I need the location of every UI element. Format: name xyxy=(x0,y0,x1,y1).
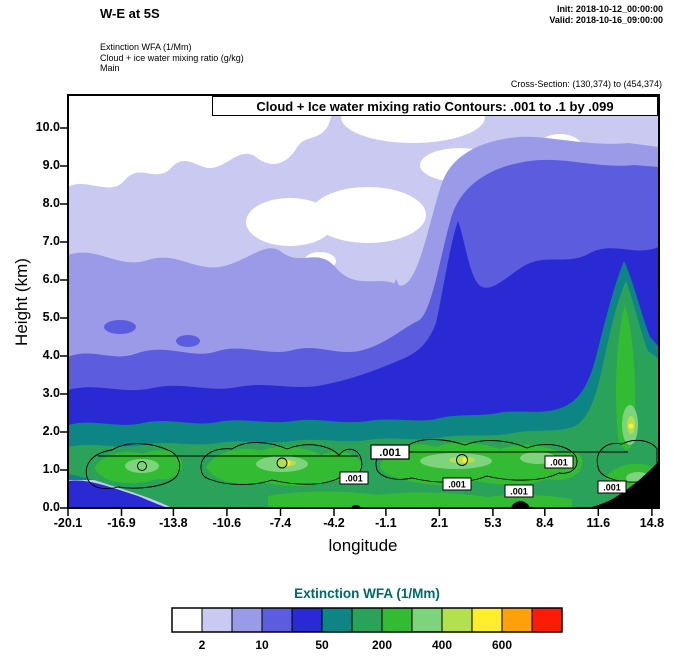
contour-info-box: Cloud + Ice water mixing ratio Contours:… xyxy=(212,96,658,116)
axis-ticks xyxy=(60,127,653,516)
colorbar-tick-label: 200 xyxy=(371,638,393,652)
terrain-fill xyxy=(588,461,659,508)
fill-level-1 xyxy=(310,187,426,243)
run-times: Init: 2018-10-12_00:00:00 Valid: 2018-10… xyxy=(549,4,663,26)
fill-level-8 xyxy=(268,491,572,508)
xtick-label: -16.9 xyxy=(107,516,136,530)
ytick-label: 10.0 xyxy=(35,120,60,134)
fill-level-5 xyxy=(68,221,659,443)
ytick-label: 3.0 xyxy=(42,386,60,400)
xtick-label: -7.4 xyxy=(269,516,292,530)
ytick-label: 9.0 xyxy=(42,158,60,172)
colorbar-tick-label: 400 xyxy=(431,638,453,652)
colorbar: Extinction WFA (1/Mm) xyxy=(171,586,563,633)
colorbar-tick-label: 2 xyxy=(198,638,206,652)
cloud-contour-labels: .001 .001 .001 .001 .001 .001 xyxy=(339,444,627,498)
fill-level-11 xyxy=(628,423,634,429)
ytick-label: 6.0 xyxy=(42,272,60,286)
xtick-label: -4.2 xyxy=(323,516,345,530)
field-list: Extinction WFA (1/Mm) Cloud + ice water … xyxy=(100,42,244,74)
fill-level-10 xyxy=(449,456,475,464)
contour-label: .001 xyxy=(379,447,400,459)
x-axis-title: longitude xyxy=(328,536,398,555)
colorbar-cell xyxy=(291,607,323,633)
contour-label: .001 xyxy=(448,480,466,490)
xtick-label: -20.1 xyxy=(53,516,83,530)
colorbar-cell xyxy=(531,607,563,633)
contour-label: .001 xyxy=(550,458,568,468)
xtick-label: 8.4 xyxy=(536,516,554,530)
y-axis-title: Height (km) xyxy=(12,258,31,346)
xtick-label: -10.6 xyxy=(212,516,242,530)
ytick-label: 0.0 xyxy=(42,500,60,514)
fill-level-1 xyxy=(68,95,336,188)
ytick-label: 4.0 xyxy=(42,348,60,362)
contour-label: .001 xyxy=(510,487,528,497)
init-time: Init: 2018-10-12_00:00:00 xyxy=(556,4,663,14)
colorbar-cell xyxy=(411,607,443,633)
xtick-label: 11.6 xyxy=(586,516,611,530)
colorbar-cell xyxy=(381,607,413,633)
ytick-label: 7.0 xyxy=(42,234,60,248)
field-main-label: Main xyxy=(100,63,120,73)
colorbar-cell xyxy=(471,607,503,633)
colorbar-cell xyxy=(351,607,383,633)
fill-level-6 xyxy=(68,261,659,480)
colorbar-cell xyxy=(171,607,203,633)
fill-level-4 xyxy=(176,335,200,347)
field-cloud-label: Cloud + ice water mixing ratio (g/kg) xyxy=(100,52,244,63)
cloud-contour-lines xyxy=(85,439,658,490)
colorbar-title: Extinction WFA (1/Mm) xyxy=(294,586,440,601)
fill-level-11 xyxy=(462,457,468,463)
field-extinction-label: Extinction WFA (1/Mm) xyxy=(100,42,192,52)
xtick-label: 5.3 xyxy=(484,516,502,530)
colorbar-cell xyxy=(231,607,263,633)
xtick-label: -13.8 xyxy=(159,516,188,530)
fill-level-5 xyxy=(68,480,168,508)
colorbar-cells xyxy=(171,607,563,633)
colorbar-tick-label: 50 xyxy=(315,638,329,652)
xtick-label: -1.1 xyxy=(375,516,397,530)
contour-label: .001 xyxy=(603,483,621,493)
cross-section-plot: .001 .001 .001 .001 .001 .001 xyxy=(60,94,660,516)
ytick-label: 2.0 xyxy=(42,424,60,438)
colorbar-cell xyxy=(201,607,233,633)
colorbar-cell xyxy=(441,607,473,633)
xtick-label: 2.1 xyxy=(430,516,449,530)
colorbar-cell xyxy=(261,607,293,633)
xtick-label: 14.8 xyxy=(639,516,665,530)
colorbar-cell xyxy=(321,607,353,633)
ytick-label: 5.0 xyxy=(42,310,60,324)
cross-section-coords: Cross-Section: (130,374) to (454,374) xyxy=(510,79,662,89)
fill-level-9 xyxy=(125,459,159,473)
plot-frame xyxy=(67,94,660,509)
colorbar-cell xyxy=(501,607,533,633)
ytick-label: 8.0 xyxy=(42,196,60,210)
extinction-filled-contours: .001 .001 .001 .001 .001 .001 xyxy=(68,95,659,508)
page-title: W-E at 5S xyxy=(100,6,160,21)
colorbar-border xyxy=(171,607,563,633)
terrain-fill xyxy=(511,501,530,508)
fill-level-4 xyxy=(104,320,136,334)
valid-time: Valid: 2018-10-16_09:00:00 xyxy=(549,15,663,25)
colorbar-tick-label: 10 xyxy=(255,638,269,652)
ytick-label: 1.0 xyxy=(42,462,60,476)
contour-label: .001 xyxy=(345,474,363,484)
colorbar-tick-label: 600 xyxy=(491,638,513,652)
